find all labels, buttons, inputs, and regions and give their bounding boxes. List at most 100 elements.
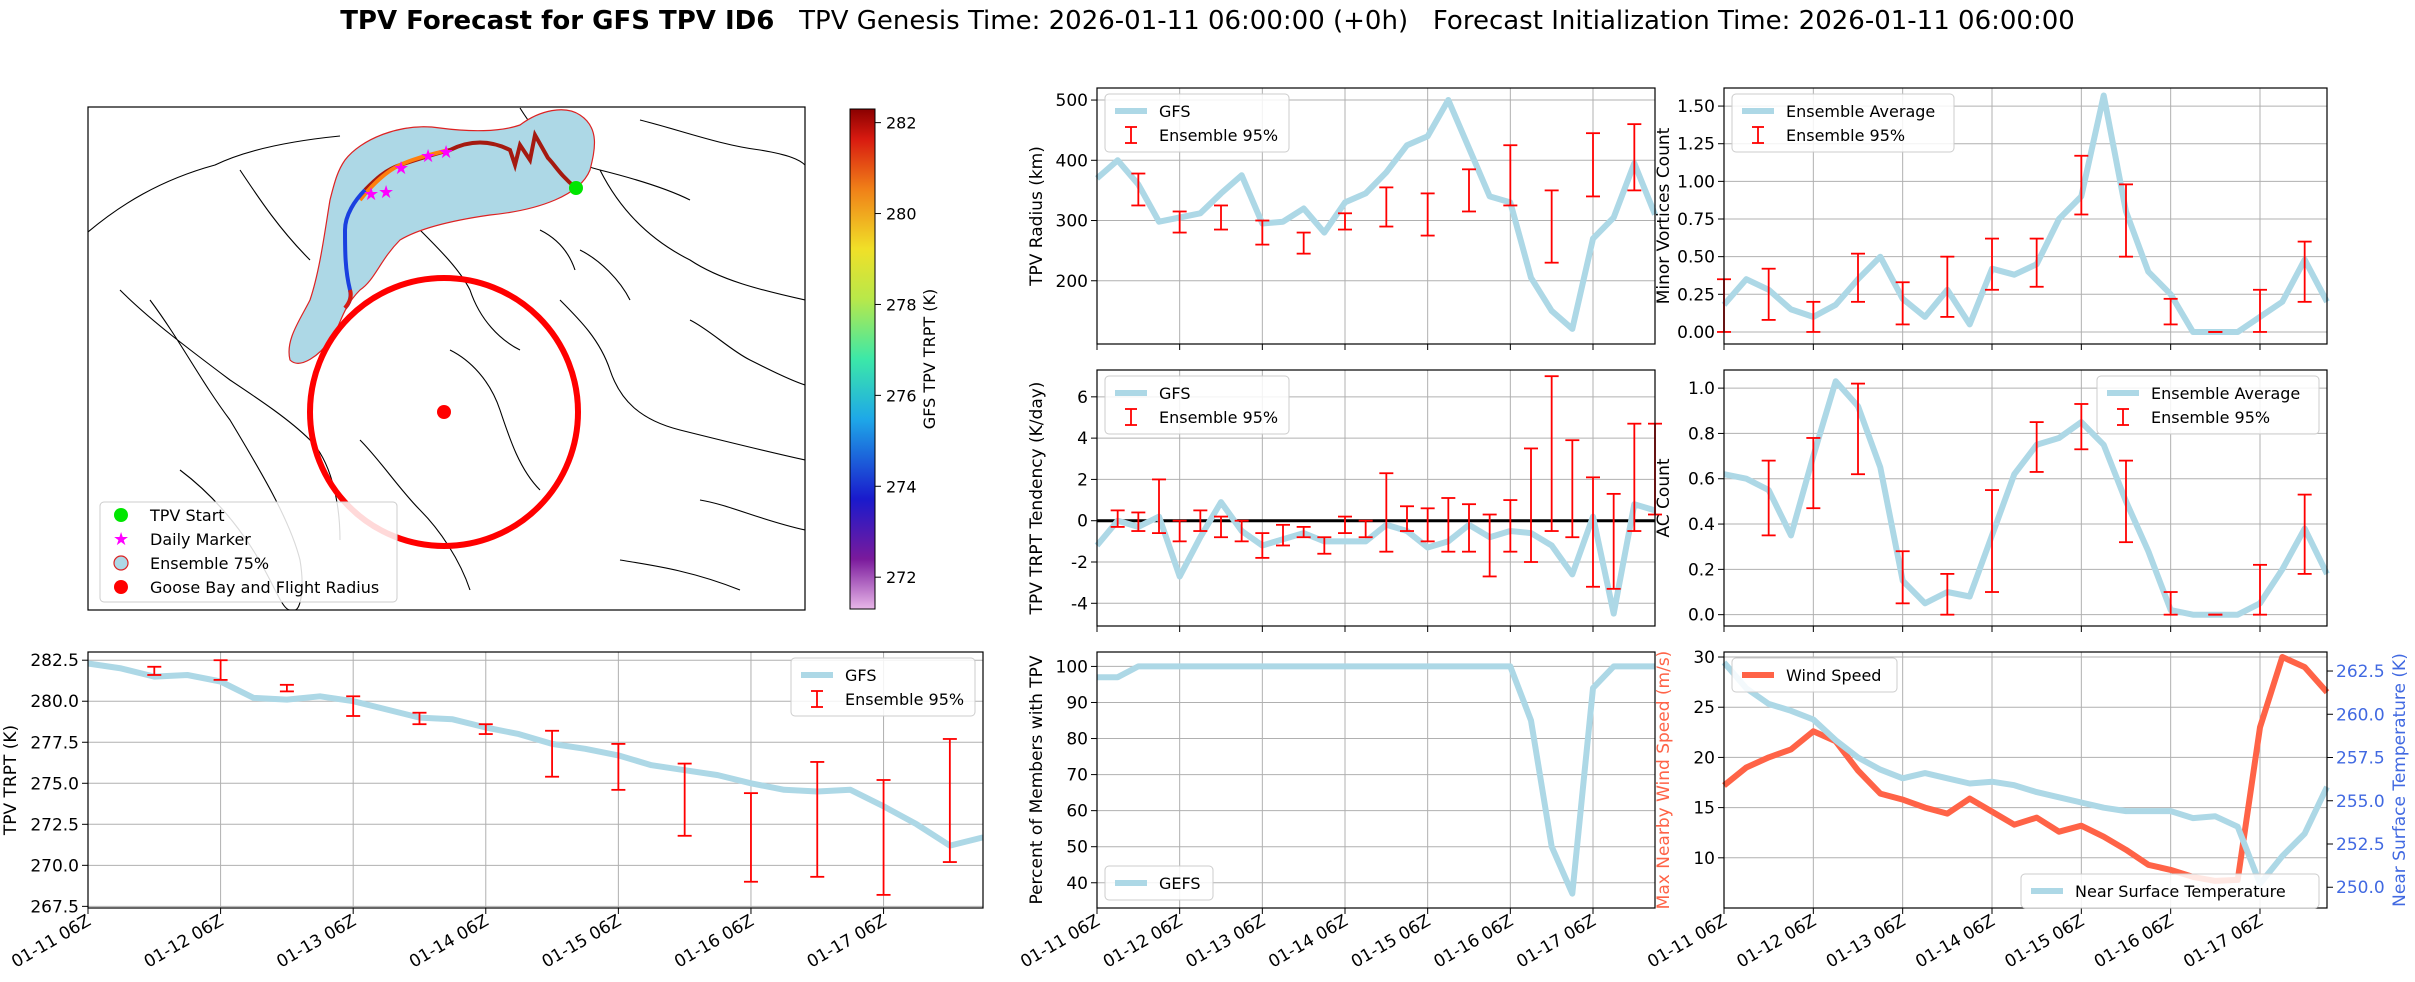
x-tick-label: 01-13 06Z — [1823, 911, 1909, 972]
axes-frame — [1096, 369, 1656, 627]
legend-label: Ensemble Average — [2151, 384, 2300, 403]
y-tick-label: 277.5 — [30, 733, 79, 753]
y-tick-label: 200 — [1056, 272, 1088, 292]
y-tick-label: 0.00 — [1677, 323, 1715, 343]
x-tick-label: 01-11 06Z — [1017, 911, 1103, 972]
y-axis-label: TPV TRPT (K) — [1, 725, 21, 836]
x-tick-label: 01-14 06Z — [1912, 911, 1998, 972]
y-tick-label: 280.0 — [30, 692, 79, 712]
legend-label: Near Surface Temperature — [2075, 882, 2286, 901]
y-tick-label: 20 — [1693, 748, 1715, 768]
y-tick-label: 80 — [1066, 730, 1088, 750]
goose-bay-marker — [437, 405, 451, 419]
legend-goose-bay: Goose Bay and Flight Radius — [150, 578, 379, 597]
legend-box — [2020, 873, 2320, 909]
y-tick-label: 0.25 — [1677, 285, 1715, 305]
legend: Wind Speed — [1731, 657, 1898, 693]
chart-trpt: 267.5 270.0 272.5 275.0 277.5 280.0 282.5 01-11… — [1, 651, 984, 972]
colorbar-tick-label: 272 — [886, 568, 917, 587]
x-tick-label: 01-16 06Z — [2091, 911, 2177, 972]
legend-box — [1104, 375, 1290, 435]
y-tick-label: 10 — [1693, 849, 1715, 869]
y-axis-label: Max Nearby Wind Speed (m/s) — [1654, 651, 1674, 910]
legend-box — [1104, 865, 1214, 901]
x-tick-label: 01-13 06Z — [1183, 911, 1269, 972]
y-axis-label: Percent of Members with TPV — [1027, 655, 1047, 904]
y-tick-label: 0 — [1077, 512, 1088, 532]
y-tick-label: 1.0 — [1688, 379, 1715, 399]
colorbar-ticks: 272 274 276 278 280 282 — [875, 114, 917, 587]
x-tick-label: 01-15 06Z — [1348, 911, 1434, 972]
y-axis-label: AC Count — [1654, 458, 1674, 537]
y-tick-label: 300 — [1056, 212, 1088, 232]
x-tick-label: 01-14 06Z — [1265, 911, 1351, 972]
axes-frame — [1096, 651, 1656, 909]
x-tick-label: 01-14 06Z — [406, 911, 492, 972]
colorbar-tick-label: 276 — [886, 386, 917, 405]
series-line-main — [1723, 378, 2330, 618]
legend-box — [790, 657, 976, 717]
legend: GFS Ensemble 95% — [1104, 375, 1290, 435]
daily-marker: ★ — [393, 158, 409, 179]
colorbar: 272 274 276 278 280 282 GFS TPV TRPT (K) — [849, 108, 939, 610]
y-tick-label: 4 — [1077, 429, 1088, 449]
series-line-main — [1095, 97, 1658, 332]
x-tick-label: 01-15 06Z — [2002, 911, 2088, 972]
y-tick-label: 6 — [1077, 388, 1088, 408]
x-tick-label: 01-16 06Z — [1431, 911, 1517, 972]
y-tick-label: 1.00 — [1677, 172, 1715, 192]
y-tick-label: 400 — [1056, 151, 1088, 171]
y-tick-label: 90 — [1066, 693, 1088, 713]
legend-box — [2096, 375, 2320, 435]
x-tick-label: 01-13 06Z — [273, 911, 359, 972]
axes-frame — [1723, 369, 2328, 627]
y-tick-label: 30 — [1693, 648, 1715, 668]
y-tick-label: 0.6 — [1688, 470, 1715, 490]
y-tick-label: 2 — [1077, 470, 1088, 490]
y-tick-label: -4 — [1071, 594, 1088, 614]
legend-label: GFS — [1159, 384, 1190, 403]
x-tick-label: 01-17 06Z — [2180, 911, 2266, 972]
series-line-main — [87, 660, 984, 849]
y-axis-label: Minor Vortices Count — [1654, 127, 1674, 304]
legend-box — [1104, 93, 1290, 153]
y-tick-label: 70 — [1066, 766, 1088, 786]
legend-label: Ensemble 95% — [1159, 408, 1278, 427]
y-tick-label: 1.50 — [1677, 97, 1715, 117]
colorbar-tick-label: 278 — [886, 295, 917, 314]
tpv-track-mid — [358, 148, 449, 202]
y-tick-label: 0.0 — [1688, 606, 1715, 626]
legend-daily-marker: Daily Marker — [150, 530, 251, 549]
y-tick-label-right: 260.0 — [2336, 705, 2385, 725]
x-tick-label: 01-17 06Z — [804, 911, 890, 972]
figure-title-bold: TPV Forecast for GFS TPV ID6 — [340, 6, 775, 36]
map-legend-box — [99, 501, 398, 603]
y-tick-label: 50 — [1066, 838, 1088, 858]
y-tick-label-right: 252.5 — [2336, 835, 2385, 855]
y-tick-label: 100 — [1056, 657, 1088, 677]
x-tick-label: 01-11 06Z — [8, 911, 94, 972]
colorbar-tick-label: 274 — [886, 477, 917, 496]
legend-label: GFS — [845, 666, 876, 685]
map-panel: ★ ★ ★ ★ ★ TPV Start ★ Daily Marker Ensem… — [87, 106, 939, 611]
legend-goose-bay-icon — [114, 580, 128, 594]
y-tick-label-right: 255.0 — [2336, 792, 2385, 812]
series-line-main — [1721, 92, 2330, 335]
y-tick-label: 1.25 — [1677, 135, 1715, 155]
x-tick-label: 01-15 06Z — [539, 911, 625, 972]
figure-title: TPV Forecast for GFS TPV ID6 TPV Genesis… — [0, 6, 2415, 36]
tpv-track-end — [343, 289, 353, 310]
y-axis-label: TPV TRPT Tendency (K/day) — [1027, 382, 1047, 616]
legend-label: Wind Speed — [1786, 666, 1881, 685]
legend-tpv-start-icon — [114, 508, 128, 522]
legend-label: Ensemble 95% — [845, 690, 964, 709]
y-tick-label: 40 — [1066, 874, 1088, 894]
legend-tpv-start: TPV Start — [149, 506, 225, 525]
x-tick-label: 01-16 06Z — [671, 911, 757, 972]
x-tick-label: 01-12 06Z — [1734, 911, 1820, 972]
y-tick-label: 25 — [1693, 698, 1715, 718]
y-tick-label: 0.4 — [1688, 515, 1715, 535]
